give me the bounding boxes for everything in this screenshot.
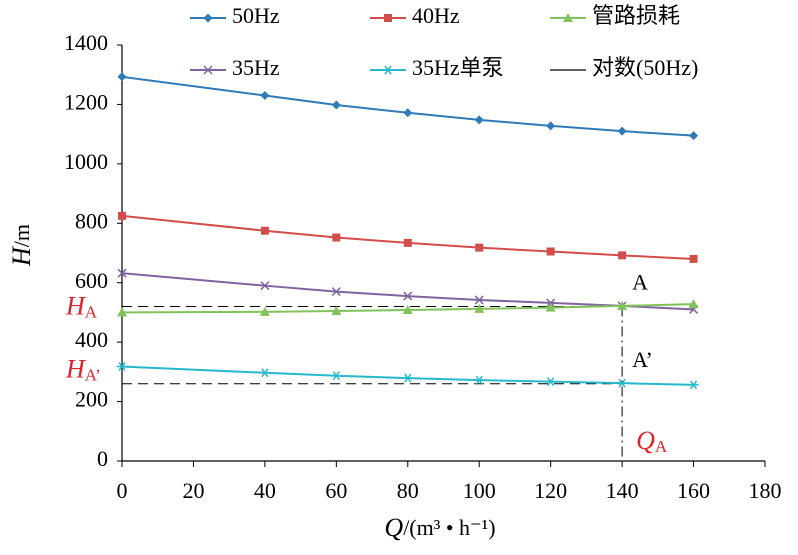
legend-label: 35Hz单泵 bbox=[412, 55, 504, 80]
x-tick-label: 20 bbox=[182, 478, 204, 503]
x-axis-symbol: Q bbox=[384, 513, 403, 542]
series-line bbox=[121, 303, 694, 314]
legend-marker bbox=[384, 14, 392, 22]
data-point bbox=[474, 303, 485, 313]
data-point bbox=[546, 121, 556, 131]
data-point bbox=[402, 305, 413, 315]
x-tick-label: 100 bbox=[463, 478, 496, 503]
data-point bbox=[688, 299, 699, 309]
data-point bbox=[331, 287, 341, 297]
data-point bbox=[474, 115, 484, 125]
data-point bbox=[259, 368, 270, 378]
x-tick-label: 180 bbox=[749, 478, 782, 503]
data-point bbox=[332, 233, 341, 242]
data-point bbox=[617, 378, 628, 388]
x-tick-label: 60 bbox=[325, 478, 347, 503]
h-symbol: H bbox=[65, 291, 86, 320]
y-tick-label: 800 bbox=[75, 208, 108, 233]
x-axis-label: Q/(m³ • h⁻¹) bbox=[384, 513, 495, 542]
series-line bbox=[121, 75, 694, 137]
x-axis-unit: /(m³ • h⁻¹) bbox=[403, 515, 495, 540]
data-point bbox=[546, 247, 555, 256]
h-label: HA’ bbox=[65, 355, 101, 385]
series-line bbox=[121, 214, 694, 260]
x-tick-label: 0 bbox=[117, 478, 128, 503]
data-point bbox=[117, 362, 127, 371]
data-point bbox=[117, 72, 127, 82]
data-point bbox=[331, 305, 342, 315]
y-axis-symbol: H bbox=[7, 246, 36, 267]
y-tick-label: 1200 bbox=[64, 89, 108, 114]
q-subscript: A bbox=[655, 437, 668, 456]
annotation-label: A bbox=[632, 270, 648, 295]
data-point bbox=[618, 251, 627, 260]
h-label: HA bbox=[65, 291, 98, 321]
x-tick-label: 140 bbox=[606, 478, 639, 503]
data-point bbox=[403, 108, 413, 118]
data-point bbox=[689, 254, 698, 263]
data-point bbox=[689, 131, 699, 141]
legend-label: 40Hz bbox=[412, 3, 460, 28]
y-tick-label: 200 bbox=[75, 387, 108, 412]
legend-label: 对数(50Hz) bbox=[592, 55, 698, 80]
y-axis-unit: /m bbox=[9, 224, 34, 247]
y-tick-label: 1400 bbox=[64, 30, 108, 55]
legend-marker bbox=[203, 13, 213, 23]
y-tick-label: 600 bbox=[75, 268, 108, 293]
legend-label: 35Hz bbox=[232, 55, 280, 80]
y-axis-label: H/m bbox=[7, 224, 36, 267]
data-point bbox=[403, 238, 412, 247]
h-subscript: A’ bbox=[85, 366, 101, 385]
data-point bbox=[331, 100, 341, 110]
legend-label: 管路损耗 bbox=[592, 3, 680, 28]
data-point bbox=[117, 307, 127, 317]
data-point bbox=[545, 377, 556, 387]
legend-marker bbox=[203, 65, 213, 75]
x-tick-label: 160 bbox=[677, 478, 710, 503]
data-point bbox=[259, 306, 270, 316]
data-point bbox=[402, 373, 413, 383]
y-tick-label: 1000 bbox=[64, 149, 108, 174]
data-point bbox=[617, 300, 628, 310]
data-point bbox=[688, 380, 699, 390]
h-subscript: A bbox=[85, 302, 98, 321]
data-point bbox=[117, 268, 127, 278]
legend-marker bbox=[383, 65, 393, 75]
h-symbol: H bbox=[65, 355, 86, 384]
x-tick-label: 80 bbox=[397, 478, 419, 503]
legend-marker bbox=[563, 13, 573, 22]
data-point bbox=[260, 226, 269, 235]
x-tick-label: 40 bbox=[254, 478, 276, 503]
data-point bbox=[617, 126, 627, 136]
data-point bbox=[260, 281, 270, 291]
y-tick-label: 0 bbox=[97, 446, 108, 471]
q-symbol: Q bbox=[636, 426, 655, 455]
series-line bbox=[121, 365, 694, 386]
data-point bbox=[545, 302, 556, 312]
legend-label: 50Hz bbox=[232, 3, 280, 28]
data-point bbox=[331, 371, 342, 381]
data-point bbox=[475, 243, 484, 252]
annotation-label: A’ bbox=[632, 347, 653, 372]
x-tick-label: 120 bbox=[534, 478, 567, 503]
q-label: QA bbox=[636, 426, 668, 456]
data-point bbox=[118, 211, 126, 220]
series-line bbox=[121, 272, 694, 311]
data-point bbox=[474, 295, 484, 305]
series-line bbox=[121, 76, 694, 137]
y-tick-label: 400 bbox=[75, 327, 108, 352]
data-point bbox=[403, 291, 413, 301]
data-point bbox=[474, 375, 485, 385]
data-point bbox=[260, 91, 270, 101]
